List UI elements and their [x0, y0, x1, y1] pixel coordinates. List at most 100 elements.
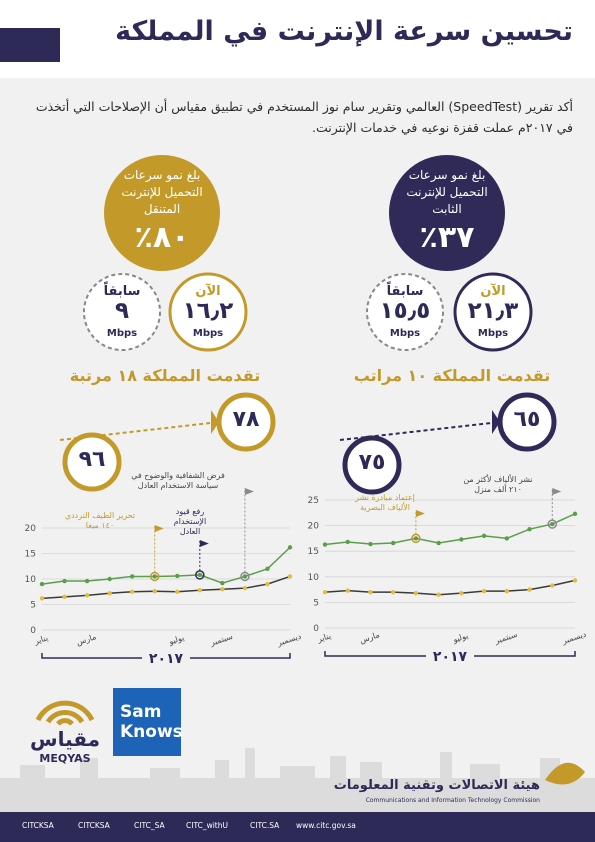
title-accent [0, 28, 60, 62]
data-point [152, 589, 157, 594]
now-circle [168, 272, 248, 352]
annotation-text: تحرير الطيف الترددي [65, 511, 135, 520]
before-value: ٩ [114, 298, 130, 324]
annotation-text: العادل [180, 527, 200, 536]
year-label: ٢٠١٧ [149, 651, 184, 667]
y-tick-label: 10 [25, 575, 37, 585]
annotation-text: نشر الألياف لأكثر من [463, 474, 532, 484]
annotation-text: ١٤٠ ميغا [86, 521, 114, 530]
now-label: الآن [195, 284, 221, 299]
x-tick-label: يناير [315, 631, 332, 644]
data-point [413, 590, 419, 596]
growth-circle [104, 155, 220, 271]
y-tick-label: 20 [308, 522, 320, 532]
growth-value: ٣٧٪ [419, 220, 475, 255]
social-link[interactable]: CITC_SA [134, 821, 165, 830]
data-point [481, 588, 487, 594]
footer-bar [0, 812, 595, 842]
now-circle [453, 272, 533, 352]
data-point [390, 540, 396, 546]
y-tick-label: 5 [313, 598, 319, 608]
arrow [211, 410, 219, 434]
before-circle [83, 273, 161, 351]
data-point [459, 537, 464, 542]
rank-now: ٦٥ [513, 407, 541, 432]
samknows-box [113, 688, 181, 756]
data-point [390, 589, 396, 595]
data-point [368, 541, 373, 547]
social-link[interactable]: CITCKSA [78, 821, 110, 830]
data-point [175, 573, 180, 579]
data-point [265, 581, 270, 587]
title: تحسين سرعة الإنترنت في المملكة [115, 16, 573, 47]
meqyas-ar: مقياس [29, 727, 101, 751]
data-point [242, 585, 248, 591]
data-point [242, 574, 248, 579]
series-line [324, 513, 576, 546]
citc-ar: هيئة الاتصالات وتقنية المعلومات [333, 778, 540, 793]
data-point [220, 580, 225, 586]
annotation-text: ٢١٠ ألف منزل [474, 484, 522, 494]
data-point [345, 588, 350, 593]
data-point [129, 589, 135, 594]
data-point [84, 578, 90, 584]
unit: Mbps [389, 328, 421, 339]
annotation-flag [552, 488, 562, 495]
annotation-text: رفع قيود [176, 507, 205, 516]
data-point [322, 589, 328, 595]
data-point [459, 590, 464, 596]
data-point [62, 578, 67, 584]
rank-now: ٧٨ [232, 407, 260, 432]
before-value: ١٥٫٥ [379, 298, 431, 324]
social-link[interactable]: CITCKSA [22, 821, 54, 830]
y-tick-label: 0 [313, 624, 319, 634]
y-tick-label: 15 [25, 550, 36, 560]
data-point [220, 587, 225, 592]
data-point [287, 545, 293, 550]
annotation-flag [154, 525, 164, 532]
y-tick-label: 0 [30, 626, 36, 636]
data-point [62, 594, 67, 600]
rank-before: ٧٥ [358, 450, 386, 475]
social-link[interactable]: CITC_withU [186, 821, 228, 830]
meqyas-en: MEQYAS [39, 752, 91, 765]
growth-text: المتنقل [143, 202, 181, 216]
unit: Mbps [477, 328, 509, 339]
now-value: ٢١٫٣ [467, 298, 519, 324]
year-bg [142, 650, 190, 666]
data-point [287, 574, 293, 579]
data-point [504, 536, 510, 541]
data-point [572, 578, 578, 583]
citc-en: Communications and Information Technolog… [365, 797, 540, 804]
samknows: Sam [120, 702, 162, 722]
annotation-flag [199, 540, 209, 547]
growth-circle [389, 155, 505, 271]
data-point [550, 521, 555, 527]
before-label: سابقاً [386, 284, 424, 299]
y-tick-label: 10 [308, 573, 320, 583]
data-point [572, 511, 578, 517]
samknows: Knows [120, 722, 183, 742]
rank-heading: تقدمت المملكة ١٨ مرتبة [69, 366, 261, 385]
annotation-text: فرض الشفافية والوضوح في [131, 471, 225, 480]
website-link[interactable]: www.citc.gov.sa [296, 821, 356, 830]
annotation-text: الألياف البصرية [360, 502, 410, 512]
annotation-text: إعتماد مبادرة نشر [354, 493, 415, 503]
y-tick-label: 20 [25, 524, 37, 534]
rank-link [59, 421, 220, 441]
annotation-text: سياسة الاستخدام العادل [138, 481, 219, 490]
unit: Mbps [192, 328, 224, 339]
rank-link [339, 421, 501, 441]
skyline [0, 748, 595, 812]
data-point [107, 591, 112, 596]
data-point [129, 574, 135, 579]
growth-text: الثابت [432, 202, 462, 216]
data-point [322, 542, 328, 547]
data-point [197, 572, 203, 578]
social-link[interactable]: CITC.SA [250, 821, 280, 830]
now-value: ١٦٫٢ [182, 298, 234, 324]
before-circle [366, 273, 444, 351]
y-tick-label: 5 [30, 601, 36, 611]
data-point [84, 593, 90, 598]
